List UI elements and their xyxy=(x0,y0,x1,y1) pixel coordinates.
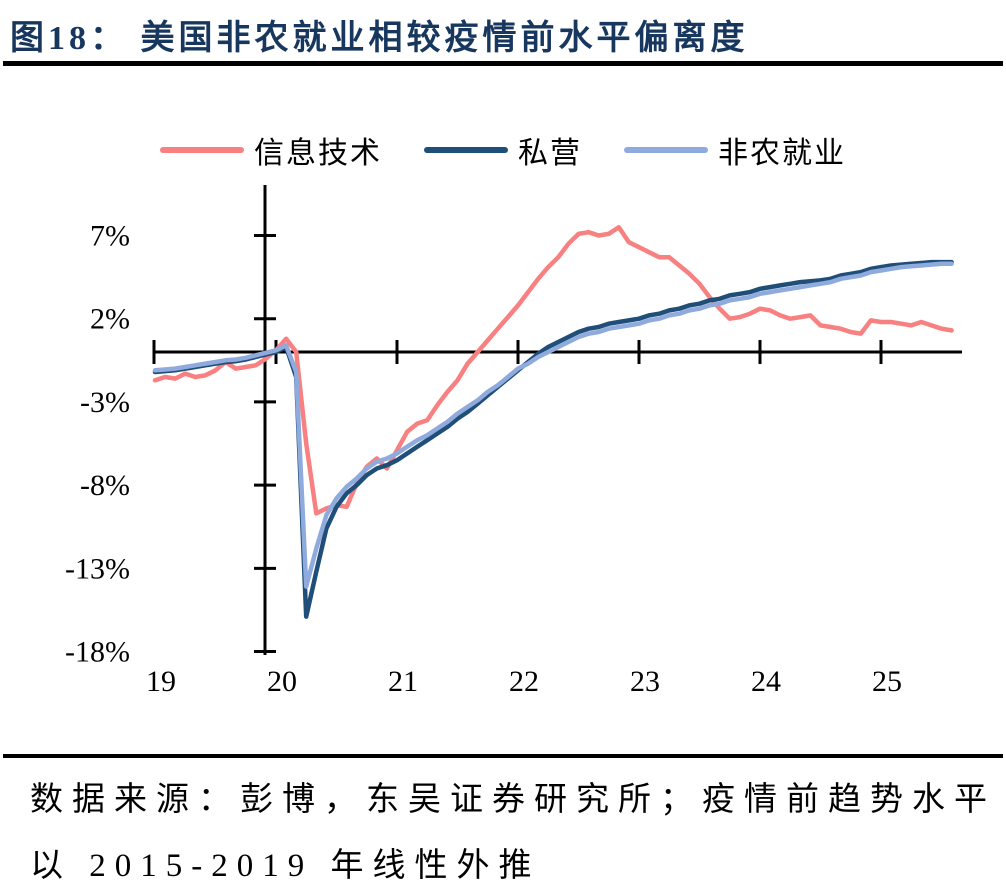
figure-title: 图18： 美国非农就业相较疫情前水平偏离度 xyxy=(10,20,749,57)
chart-legend: 信息技术 私营 非农就业 xyxy=(0,128,1006,172)
legend-label: 私营 xyxy=(518,137,582,170)
legend-line-swatch-navy xyxy=(424,147,508,153)
legend-label: 非农就业 xyxy=(718,137,846,170)
y-tick-label: -3% xyxy=(80,386,130,419)
series-line-feinongjiuye xyxy=(152,261,954,589)
legend-item-feinongjiuye: 非农就业 xyxy=(624,128,846,172)
series-line-xinxijishu xyxy=(152,224,954,516)
legend-item-xinxijishu: 信息技术 xyxy=(160,128,382,172)
legend-line-swatch-lightblue xyxy=(624,147,708,153)
x-tick-label: 23 xyxy=(630,665,660,698)
title-rule xyxy=(3,61,1003,66)
x-tick-label: 20 xyxy=(267,665,297,698)
footer-source-line2: 以 2015-2019 年线性外推 xyxy=(30,848,541,884)
x-tick-label: 25 xyxy=(872,665,902,698)
legend-label: 信息技术 xyxy=(254,137,382,170)
y-tick-label: 2% xyxy=(90,303,130,336)
y-tick-label: -8% xyxy=(80,469,130,502)
y-tick-label: 7% xyxy=(90,220,130,253)
series-line-siying xyxy=(152,259,954,619)
x-tick-label: 24 xyxy=(751,665,781,698)
footer-rule xyxy=(3,754,1003,758)
legend-line-swatch-red xyxy=(160,147,244,153)
x-tick-label: 22 xyxy=(509,665,539,698)
legend-item-siying: 私营 xyxy=(424,128,582,172)
footer-source-line1: 数据来源：彭博，东吴证券研究所；疫情前趋势水平 xyxy=(30,782,996,818)
y-tick-label: -13% xyxy=(65,552,130,585)
x-tick-label: 19 xyxy=(146,665,176,698)
y-tick-label: -18% xyxy=(65,636,130,669)
x-tick-label: 21 xyxy=(388,665,418,698)
